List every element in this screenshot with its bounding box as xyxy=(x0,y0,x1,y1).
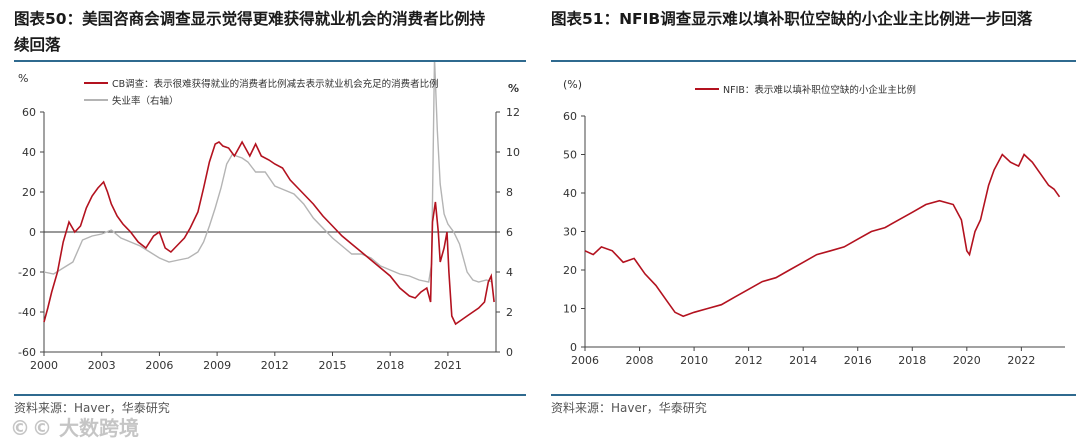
x-tick-label: 2006 xyxy=(145,359,173,372)
left-y-tick-label: 40 xyxy=(22,146,36,159)
left-source-divider xyxy=(14,394,526,396)
right-y-tick-label: 2 xyxy=(506,306,513,319)
right-y-tick-label: 12 xyxy=(506,106,520,119)
x-tick-label: 2009 xyxy=(203,359,231,372)
y-tick-label: 20 xyxy=(563,264,577,277)
right-y-tick-label: 10 xyxy=(506,146,520,159)
left-y-unit-label: % xyxy=(18,72,28,85)
x-tick-label: 2016 xyxy=(844,354,872,367)
watermark-logo-icon: © © xyxy=(10,416,52,440)
legend-label-unemployment: 失业率（右轴） xyxy=(112,95,179,107)
left-title-divider xyxy=(14,60,526,62)
legend-label-nfib: NFIB：表示难以填补职位空缺的小企业主比例 xyxy=(723,84,916,96)
left-y-tick-label: 60 xyxy=(22,106,36,119)
right-y-tick-label: 8 xyxy=(506,186,513,199)
right-y-tick-label: 4 xyxy=(506,266,513,279)
y-tick-label: 0 xyxy=(570,341,577,354)
left-chart-panel: 图表50：美国咨商会调查显示觉得更难获得就业机会的消费者比例持 续回落 %% -6… xyxy=(0,0,530,441)
x-tick-label: 2020 xyxy=(953,354,981,367)
x-tick-label: 2000 xyxy=(30,359,58,372)
series-line-cb-survey xyxy=(43,140,495,326)
x-tick-label: 2008 xyxy=(626,354,654,367)
left-y-tick-label: -40 xyxy=(18,306,36,319)
series-line-unemployment-rate xyxy=(43,62,493,283)
right-chart-panel: 图表51：NFIB调查显示难以填补职位空缺的小企业主比例进一步回落 (%) 0 10… xyxy=(545,0,1080,441)
left-y-tick-label: -60 xyxy=(18,346,36,359)
right-source-divider xyxy=(551,394,1076,396)
x-tick-label: 2012 xyxy=(735,354,763,367)
right-source-text: 资料来源：Haver，华泰研究 xyxy=(551,401,707,415)
right-title-divider xyxy=(551,60,1076,62)
x-tick-label: 2022 xyxy=(1007,354,1035,367)
right-y-unit-label: % xyxy=(508,82,519,95)
x-tick-label: 2014 xyxy=(789,354,817,367)
left-chart-title: 图表50：美国咨商会调查显示觉得更难获得就业机会的消费者比例持 续回落 xyxy=(14,6,485,58)
x-tick-label: 2003 xyxy=(88,359,116,372)
left-chart-svg: %% -60 -40 -20 0 20 40 60 0 2 4 6 8 10 12 2000 2003 2006 2… xyxy=(18,62,520,372)
series-line-nfib xyxy=(584,153,1061,318)
x-tick-label: 2010 xyxy=(680,354,708,367)
x-tick-label: 2018 xyxy=(898,354,926,367)
left-chart-title-line1: 图表50：美国咨商会调查显示觉得更难获得就业机会的消费者比例持 xyxy=(14,10,486,28)
left-chart-title-line2: 续回落 xyxy=(14,36,61,54)
x-tick-label: 2021 xyxy=(434,359,462,372)
y-unit-label: (%) xyxy=(563,78,582,91)
right-y-tick-label: 6 xyxy=(506,226,513,239)
y-tick-label: 30 xyxy=(563,226,577,239)
y-tick-label: 50 xyxy=(563,149,577,162)
left-y-tick-label: 20 xyxy=(22,186,36,199)
legend-label-cb-survey: CB调查：表示很难获得就业的消费者比例减去表示就业机会充足的消费者比例 xyxy=(112,78,439,90)
x-tick-label: 2012 xyxy=(261,359,289,372)
watermark-text: 大数跨境 xyxy=(58,416,139,440)
left-y-tick-label: 0 xyxy=(29,226,36,239)
right-y-tick-label: 0 xyxy=(506,346,513,359)
left-y-tick-label: -20 xyxy=(18,266,36,279)
right-chart-title: 图表51：NFIB调查显示难以填补职位空缺的小企业主比例进一步回落 xyxy=(551,10,1033,28)
left-source-text: 资料来源：Haver，华泰研究 xyxy=(14,401,170,415)
watermark: © © 大数跨境 xyxy=(10,412,139,441)
y-tick-label: 40 xyxy=(563,187,577,200)
right-chart-svg: (%) 0 10 20 30 40 50 60 2006 2008 2010 2012 2014 2016… xyxy=(563,78,1065,367)
x-tick-label: 2015 xyxy=(319,359,347,372)
x-tick-label: 2018 xyxy=(376,359,404,372)
y-tick-label: 10 xyxy=(563,303,577,316)
y-tick-label: 60 xyxy=(563,110,577,123)
x-tick-label: 2006 xyxy=(571,354,599,367)
